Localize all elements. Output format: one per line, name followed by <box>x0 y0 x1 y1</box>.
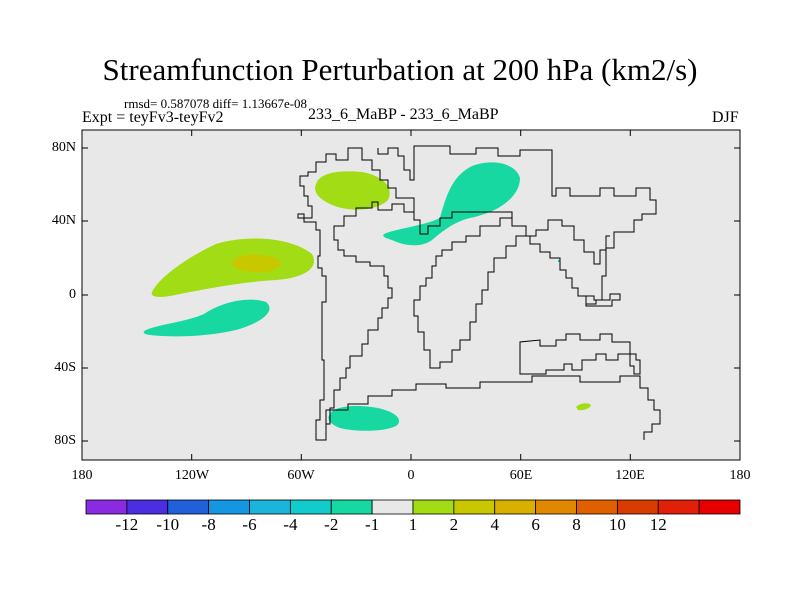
coastline-indonesia <box>585 293 621 307</box>
anomaly-north-pacific-core <box>231 254 282 272</box>
colorbar-swatch <box>576 499 618 515</box>
x-tick-label: 0 <box>407 468 415 483</box>
colorbar-label: -2 <box>324 515 339 534</box>
y-tick-label: 80N <box>51 140 76 155</box>
colorbar-swatch <box>167 499 210 515</box>
colorbar-label: 12 <box>649 515 667 534</box>
colorbar-swatch <box>616 499 659 515</box>
colorbar <box>85 499 741 515</box>
anomaly-south-pacific-negative <box>143 299 270 337</box>
colorbar-swatch <box>453 499 496 515</box>
anomaly-indian-ocean-positive <box>576 403 591 411</box>
map-plot-area <box>81 129 741 461</box>
colorbar-label: -12 <box>115 515 139 534</box>
y-tick-label: 40N <box>51 213 76 228</box>
colorbar-swatch <box>535 499 577 515</box>
colorbar-swatch <box>208 499 250 515</box>
x-tick-label: 120W <box>174 468 210 483</box>
colorbar-swatch <box>85 499 128 515</box>
anomaly-north-atlantic-positive <box>315 171 390 210</box>
colorbar-label: -8 <box>201 515 216 534</box>
colorbar-swatch <box>330 499 373 515</box>
y-tick-label: 80S <box>54 433 76 448</box>
experiment-label: Expt = teyFv3-teyFv2 <box>82 109 224 126</box>
colorbar-swatch <box>657 499 700 515</box>
colorbar-label: 8 <box>572 515 581 534</box>
anomaly-tiny-speck <box>558 260 560 262</box>
coastline-antarctica <box>325 375 661 440</box>
colorbar-swatch <box>494 499 537 515</box>
colorbar-swatch <box>289 499 332 515</box>
y-tick-label: 40S <box>54 360 76 375</box>
colorbar-label: -1 <box>365 515 380 534</box>
y-tick-label: 0 <box>69 287 76 302</box>
coastline-layer <box>297 145 661 441</box>
x-tick-label: 180 <box>729 468 751 483</box>
anomaly-southern-ocean-negative <box>328 406 400 431</box>
colorbar-label: 10 <box>608 515 626 534</box>
season-label: DJF <box>712 109 739 126</box>
x-tick-label: 120E <box>615 468 645 483</box>
anomaly-north-pacific-positive <box>151 238 315 297</box>
x-tick-label: 180 <box>71 468 93 483</box>
anomaly-layer <box>143 162 591 431</box>
colorbar-label: 4 <box>490 515 500 534</box>
colorbar-label: 1 <box>408 515 418 534</box>
colorbar-swatch <box>249 499 291 515</box>
colorbar-label: -4 <box>283 515 298 534</box>
colorbar-swatch <box>126 499 169 515</box>
x-tick-label: 60E <box>509 468 533 483</box>
coastline-americas <box>297 147 415 441</box>
anomaly-eurasia-negative <box>383 162 520 246</box>
x-tick-label: 60W <box>287 468 315 483</box>
colorbar-swatch <box>412 499 455 515</box>
coastline-australia <box>519 333 641 375</box>
case-label: 233_6_MaBP - 233_6_MaBP <box>308 106 499 123</box>
colorbar-label: 2 <box>449 515 459 534</box>
coastline-south-asia <box>511 212 610 265</box>
axis-ticks <box>82 130 740 460</box>
colorbar-label: -6 <box>242 515 257 534</box>
colorbar-swatch <box>371 499 414 515</box>
colorbar-swatch <box>698 499 741 515</box>
coastline-eurasia-africa <box>377 145 657 369</box>
figure-title: Streamfunction Perturbation at 200 hPa (… <box>102 52 698 87</box>
stats-text: rmsd= 0.587078 diff= 1.13667e-08 <box>124 96 308 111</box>
colorbar-label: 6 <box>531 515 540 534</box>
colorbar-label: -10 <box>156 515 180 534</box>
